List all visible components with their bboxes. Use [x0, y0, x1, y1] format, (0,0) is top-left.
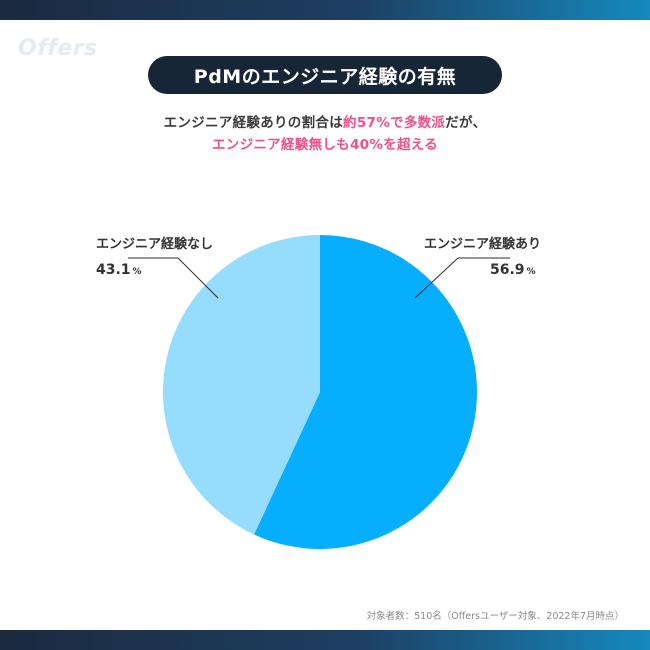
chart-title-text: PdMのエンジニア経験の有無 [193, 65, 457, 88]
footer-bar [0, 630, 650, 650]
slice-value-unit-without-experience: % [132, 267, 142, 277]
chart-title: PdMのエンジニア経験の有無 [148, 56, 502, 94]
offers-logo: Offers [18, 36, 98, 61]
subtitle-prefix: エンジニア経験ありの割合は [163, 115, 344, 131]
slice-value-with-experience: 56.9% [490, 262, 536, 278]
footnote: 対象者数：510名（Offersユーザー対象、2022年7月時点） [366, 611, 624, 622]
header-bar [0, 0, 650, 20]
subtitle-highlight: 約57%で多数派 [343, 115, 446, 131]
subtitle-line-2: エンジニア経験無しも40%を超える [211, 137, 438, 153]
slice-value-number-without-experience: 43.1 [96, 262, 131, 278]
subtitle-line-1: エンジニア経験ありの割合は約57%で多数派だが、 [0, 111, 650, 131]
slice-label-without-experience: エンジニア経験なし [96, 237, 214, 252]
slice-value-number-with-experience: 56.9 [490, 262, 525, 278]
subtitle-suffix: だが、 [445, 115, 487, 131]
slice-label-with-experience: エンジニア経験あり [424, 237, 542, 252]
slice-value-unit-with-experience: % [526, 267, 536, 277]
pie-slice-with-experience [254, 235, 477, 549]
pie-slice-without-experience [162, 235, 320, 535]
slice-value-without-experience: 43.1% [96, 262, 142, 278]
leader-line-without-experience [128, 257, 219, 299]
leader-line-with-experience [414, 257, 510, 299]
